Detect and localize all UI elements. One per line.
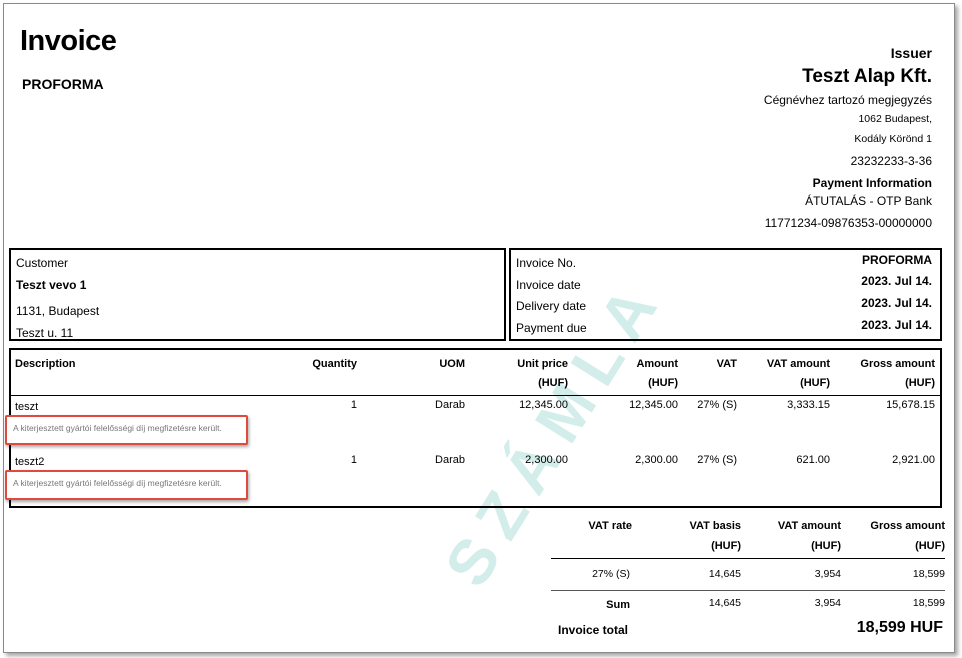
line-uom: Darab (435, 454, 465, 466)
col-gross-amount: Gross amount (860, 358, 935, 370)
summary-sum-basis: 14,645 (708, 597, 741, 609)
col-quantity: Quantity (312, 358, 357, 370)
line-quantity: 1 (350, 399, 357, 411)
invoice-date-value: 2023. Jul 14. (861, 274, 932, 288)
issuer-address-2: Kodály Körönd 1 (854, 133, 932, 145)
line-unit-price: 12,345.00 (519, 399, 568, 411)
payment-method: ÁTUTALÁS - OTP Bank (805, 194, 932, 208)
line-items-table: Description Quantity UOM Unit price (HUF… (9, 348, 942, 508)
issuer-address-1: 1062 Budapest, (858, 113, 932, 125)
summary-vat-basis-header: VAT basis (689, 520, 741, 532)
summary-sum-gross: 18,599 (912, 597, 945, 609)
customer-city: 1131, Budapest (16, 304, 100, 318)
summary-row-vat: 3,954 (814, 568, 841, 580)
page-title: Invoice (20, 25, 117, 57)
line-vat: 27% (S) (697, 454, 737, 466)
issuer-note: Cégnévhez tartozó megjegyzés (763, 93, 932, 107)
issuer-label: Issuer (890, 45, 932, 61)
col-unit-price-currency: (HUF) (538, 377, 568, 389)
line-uom: Darab (435, 399, 465, 411)
line-amount: 2,300.00 (635, 454, 678, 466)
summary-row-gross: 18,599 (912, 568, 945, 580)
col-vat-amount-currency: (HUF) (800, 377, 830, 389)
customer-street: Teszt u. 11 (16, 326, 74, 340)
summary-gross-currency: (HUF) (915, 540, 945, 552)
header-divider (11, 395, 940, 396)
col-description: Description (15, 358, 76, 370)
payment-due-value: 2023. Jul 14. (861, 318, 932, 332)
invoice-no-label: Invoice No. (516, 256, 577, 270)
issuer-name: Teszt Alap Kft. (802, 66, 932, 87)
summary-sum-divider (551, 590, 945, 591)
col-vat-amount: VAT amount (766, 358, 830, 370)
line-gross: 2,921.00 (892, 454, 935, 466)
col-unit-price: Unit price (517, 358, 568, 370)
line-note: A kiterjesztett gyártói felelősségi díj … (13, 478, 222, 488)
customer-box: Customer Teszt vevo 1 1131, Budapest Tes… (9, 248, 506, 341)
line-unit-price: 2,300.00 (525, 454, 568, 466)
delivery-date-value: 2023. Jul 14. (861, 296, 932, 310)
bank-account: 11771234-09876353-00000000 (764, 216, 932, 230)
payment-info-label: Payment Information (812, 176, 932, 190)
invoice-info-box: Invoice No. PROFORMA Invoice date 2023. … (509, 248, 942, 341)
summary-sum-label: Sum (606, 599, 630, 611)
line-quantity: 1 (350, 454, 357, 466)
col-amount: Amount (636, 358, 678, 370)
col-vat: VAT (716, 358, 737, 370)
customer-label: Customer (16, 256, 69, 270)
summary-row-rate: 27% (S) (592, 568, 630, 580)
line-vat: 27% (S) (697, 399, 737, 411)
invoice-no-value: PROFORMA (862, 253, 932, 267)
line-description: teszt (15, 401, 39, 413)
summary-vat-amount-currency: (HUF) (811, 540, 841, 552)
payment-due-label: Payment due (516, 321, 587, 335)
line-description: teszt2 (15, 456, 45, 468)
summary-row-basis: 14,645 (708, 568, 741, 580)
summary-vat-rate-header: VAT rate (588, 520, 632, 532)
line-vat-amount: 621.00 (796, 454, 830, 466)
line-note: A kiterjesztett gyártói felelősségi díj … (13, 423, 222, 433)
issuer-tax-id: 23232233-3-36 (850, 154, 932, 168)
line-note-highlight: A kiterjesztett gyártói felelősségi díj … (5, 470, 248, 500)
document-subtitle: PROFORMA (22, 76, 104, 92)
summary-sum-vat: 3,954 (814, 597, 841, 609)
col-gross-amount-currency: (HUF) (905, 377, 935, 389)
col-amount-currency: (HUF) (648, 377, 678, 389)
invoice-date-label: Invoice date (516, 278, 581, 292)
invoice-total-label: Invoice total (558, 623, 629, 637)
delivery-date-label: Delivery date (516, 299, 587, 313)
summary-vat-basis-currency: (HUF) (711, 540, 741, 552)
line-gross: 15,678.15 (886, 399, 935, 411)
col-uom: UOM (439, 358, 465, 370)
invoice-page (3, 3, 955, 653)
invoice-total-value: 18,599 HUF (856, 619, 943, 636)
summary-header-divider (551, 558, 945, 559)
line-amount: 12,345.00 (629, 399, 678, 411)
line-note-highlight: A kiterjesztett gyártói felelősségi díj … (5, 415, 248, 445)
line-vat-amount: 3,333.15 (787, 399, 830, 411)
summary-vat-amount-header: VAT amount (777, 520, 841, 532)
customer-name: Teszt vevo 1 (16, 278, 87, 292)
summary-gross-header: Gross amount (870, 520, 945, 532)
